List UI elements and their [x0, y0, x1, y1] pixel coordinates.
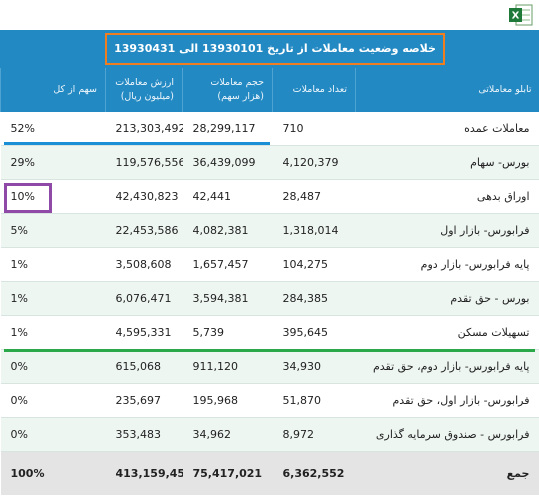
header-line: حجم معاملات	[210, 77, 264, 88]
blue-highlight	[4, 142, 270, 145]
row-label: پایه فرابورس- بازار دوم	[355, 247, 539, 282]
cell: 4,082,381	[182, 213, 273, 248]
cell: 195,968	[182, 383, 273, 418]
column-header: حجم معاملات (هزار سهم)	[182, 68, 273, 112]
cell: 1%	[0, 247, 106, 282]
column-header: تابلو معاملاتی	[355, 68, 539, 112]
table-row: پایه فرابورس- بازار دوم 104,275 1,657,457 3…	[0, 247, 539, 282]
cell: 1%	[0, 281, 106, 316]
cell: 119,576,556	[105, 145, 183, 180]
row-label: اوراق بدهی	[355, 179, 539, 214]
cell: 75,417,021	[182, 451, 273, 495]
table-row: فرابورس - صندوق سرمایه گذاری 8,972 34,962 3…	[0, 417, 539, 452]
cell: 284,385	[272, 281, 356, 316]
svg-text:X: X	[512, 11, 520, 22]
cell: 8,972	[272, 417, 356, 452]
row-label: پایه فرابورس- بازار دوم، حق تقدم	[355, 349, 539, 384]
table-row: بورس - حق تقدم 284,385 3,594,381 6,076,471 1…	[0, 281, 539, 316]
cell: 395,645	[272, 315, 356, 350]
cell: 42,441	[182, 179, 273, 214]
cell: 0%	[0, 349, 106, 384]
row-label: معاملات عمده	[355, 112, 539, 146]
cell: 52%	[0, 112, 106, 146]
table-row: پایه فرابورس- بازار دوم، حق تقدم 34,930 91…	[0, 349, 539, 384]
top-bar: X	[0, 0, 539, 30]
cell: 34,930	[272, 349, 356, 384]
row-label: بورس- سهام	[355, 145, 539, 180]
cell: 710	[272, 112, 356, 146]
cell: 4,120,379	[272, 145, 356, 180]
table-row: بورس- سهام 4,120,379 36,439,099 119,576,556…	[0, 145, 539, 180]
column-header: سهم از کل	[0, 68, 106, 112]
table-row: تسهیلات مسکن 395,645 5,739 4,595,331 1%	[0, 315, 539, 350]
row-label: فرابورس - صندوق سرمایه گذاری	[355, 417, 539, 452]
green-highlight	[4, 349, 535, 352]
header-line: (میلیون ریال)	[120, 91, 174, 102]
cell: 0%	[0, 383, 106, 418]
row-label: فرابورس- بازار اول، حق تقدم	[355, 383, 539, 418]
cell: 3,594,381	[182, 281, 273, 316]
table-row: فرابورس- بازار اول 1,318,014 4,082,381 22,4…	[0, 213, 539, 248]
cell: 213,303,492	[105, 112, 183, 146]
cell: 3,508,608	[105, 247, 183, 282]
header-row: تابلو معاملاتی تعداد معاملات حجم معاملات (ه…	[0, 68, 539, 112]
cell: 0%	[0, 417, 106, 452]
row-label: تسهیلات مسکن	[355, 315, 539, 350]
cell: 5%	[0, 213, 106, 248]
table-row: اوراق بدهی 28,487 42,441 42,430,823 10%	[0, 179, 539, 214]
cell: 10%	[0, 179, 106, 214]
cell: 51,870	[272, 383, 356, 418]
header-line: ارزش معاملات	[115, 77, 174, 88]
cell: 5,739	[182, 315, 273, 350]
header-line: (هزار سهم)	[217, 91, 264, 102]
row-label: بورس - حق تقدم	[355, 281, 539, 316]
excel-icon[interactable]: X	[508, 3, 534, 27]
cell: 104,275	[272, 247, 356, 282]
cell: 1%	[0, 315, 106, 350]
purple-highlight	[4, 183, 52, 213]
header-line: سهم از کل	[53, 84, 97, 95]
cell: 6,076,471	[105, 281, 183, 316]
header-line: تعداد معاملات	[292, 84, 347, 95]
table-row: معاملات عمده 710 28,299,117 213,303,492 52%	[0, 112, 539, 146]
cell: 413,159,459	[105, 451, 183, 495]
cell: 6,362,552	[272, 451, 356, 495]
cell: 29%	[0, 145, 106, 180]
cell: 1,318,014	[272, 213, 356, 248]
cell: 353,483	[105, 417, 183, 452]
column-header: تعداد معاملات	[272, 68, 356, 112]
column-header: ارزش معاملات (میلیون ریال)	[105, 68, 183, 112]
cell: 615,068	[105, 349, 183, 384]
trades-table: تابلو معاملاتی تعداد معاملات حجم معاملات (ه…	[0, 68, 539, 495]
cell: 100%	[0, 451, 106, 495]
row-label: فرابورس- بازار اول	[355, 213, 539, 248]
header-line: تابلو معاملاتی	[478, 84, 532, 95]
cell: 22,453,586	[105, 213, 183, 248]
table-row: فرابورس- بازار اول، حق تقدم 51,870 195,968…	[0, 383, 539, 418]
title-bar: خلاصه وضعیت معاملات از تاریخ 13930101 ال…	[0, 30, 539, 68]
cell: 42,430,823	[105, 179, 183, 214]
cell: 34,962	[182, 417, 273, 452]
cell: 911,120	[182, 349, 273, 384]
cell: 235,697	[105, 383, 183, 418]
row-label: جمع	[355, 451, 539, 495]
cell: 28,299,117	[182, 112, 273, 146]
cell: 36,439,099	[182, 145, 273, 180]
cell: 28,487	[272, 179, 356, 214]
cell: 1,657,457	[182, 247, 273, 282]
cell: 4,595,331	[105, 315, 183, 350]
title: خلاصه وضعیت معاملات از تاریخ 13930101 ال…	[105, 33, 445, 65]
